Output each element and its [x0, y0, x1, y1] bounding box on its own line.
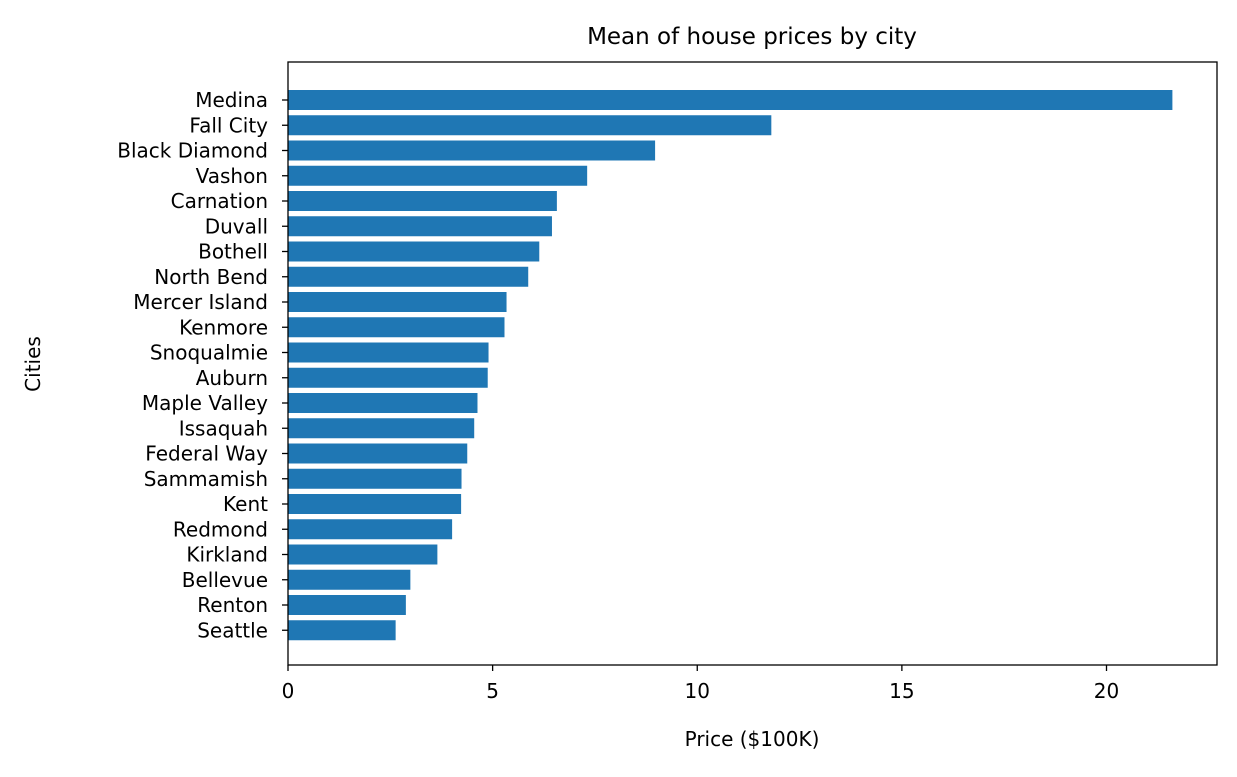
y-tick-label: Renton: [197, 593, 268, 617]
y-tick-label: Snoqualmie: [150, 341, 268, 365]
y-tick-label: Issaquah: [179, 416, 268, 440]
bar-maple-valley: [288, 393, 478, 413]
y-tick-label: North Bend: [154, 265, 268, 289]
bar-bellevue: [288, 569, 411, 590]
plot-frame: [287, 61, 1218, 666]
bar-kent: [288, 494, 462, 514]
bar-kenmore: [288, 317, 505, 338]
y-tick-label: Medina: [195, 88, 268, 112]
bar-seattle: [288, 620, 396, 641]
y-tick-label: Maple Valley: [142, 391, 268, 415]
y-tick-label: Bellevue: [182, 568, 268, 592]
bar-fall-city: [288, 115, 772, 136]
bar-snoqualmie: [288, 342, 489, 363]
y-tick-label: Seattle: [197, 618, 268, 642]
x-tick-label: 5: [486, 679, 499, 703]
y-tick-label: Kenmore: [179, 315, 268, 339]
y-tick-label: Kirkland: [186, 543, 268, 567]
bar-sammamish: [288, 468, 462, 489]
y-tick-label: Carnation: [171, 189, 268, 213]
y-tick-label: Fall City: [189, 113, 268, 137]
bar-renton: [288, 595, 406, 615]
bar-kirkland: [288, 544, 438, 565]
y-tick-label: Vashon: [196, 164, 268, 188]
x-axis-label: Price ($100K): [685, 727, 820, 751]
bar-black-diamond: [288, 140, 656, 161]
bar-bothell: [288, 241, 540, 262]
y-tick-label: Black Diamond: [117, 139, 268, 163]
y-tick-label: Mercer Island: [133, 290, 268, 314]
y-tick-label: Redmond: [173, 517, 268, 541]
bar-mercer-island: [288, 292, 507, 312]
bar-auburn: [288, 367, 488, 388]
y-tick-label: Auburn: [196, 366, 268, 390]
bar-carnation: [288, 191, 557, 211]
bar-federal-way: [288, 443, 468, 464]
x-axis-ticks: 0 5 10 15 20: [282, 665, 1119, 703]
bar-vashon: [288, 165, 588, 186]
bar-issaquah: [288, 418, 475, 439]
y-axis-label: Cities: [21, 336, 45, 392]
bar-medina: [288, 90, 1173, 110]
y-tick-label: Federal Way: [145, 442, 268, 466]
y-tick-label: Duvall: [205, 214, 268, 238]
x-tick-label: 10: [685, 679, 710, 703]
y-tick-label: Bothell: [198, 240, 268, 264]
y-tick-label: Sammamish: [144, 467, 268, 491]
x-tick-label: 20: [1094, 679, 1119, 703]
bar-duvall: [288, 216, 552, 237]
bar-redmond: [288, 519, 453, 540]
chart-title: Mean of house prices by city: [587, 24, 917, 50]
x-tick-label: 15: [889, 679, 914, 703]
bars-layer: [288, 90, 1173, 641]
y-tick-label: Kent: [223, 492, 268, 516]
x-tick-label: 0: [282, 679, 295, 703]
bar-north-bend: [288, 266, 529, 287]
